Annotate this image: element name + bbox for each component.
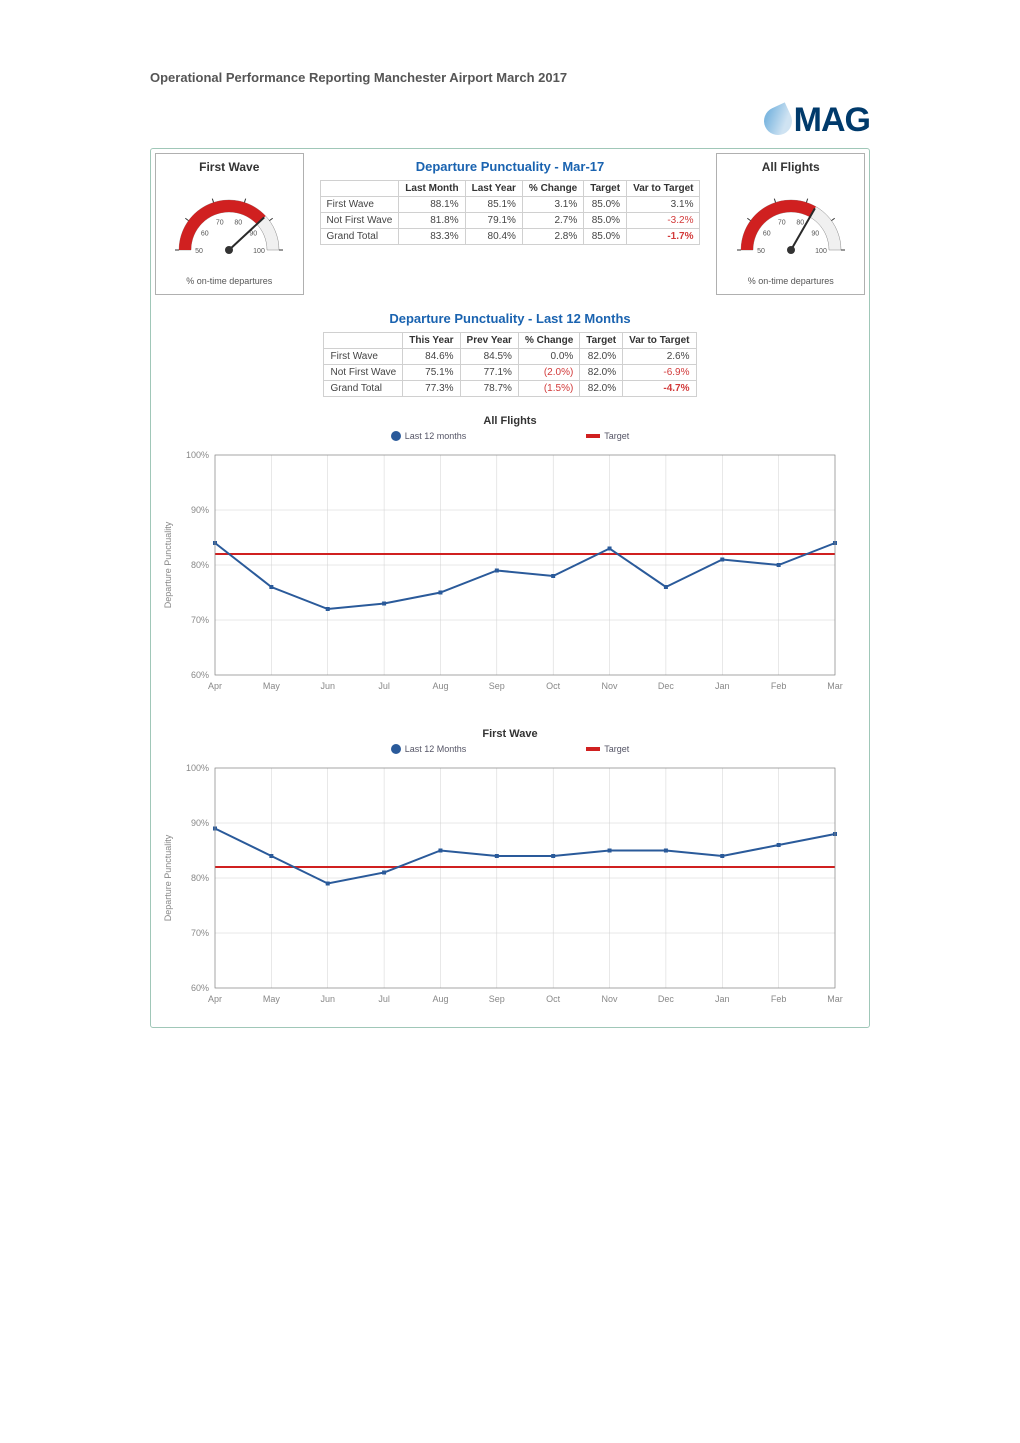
all-flights-chart-title: All Flights (155, 415, 865, 427)
svg-text:Departure Punctuality: Departure Punctuality (163, 521, 173, 608)
svg-text:Jun: Jun (320, 681, 335, 691)
table-header: % Change (518, 333, 579, 349)
svg-text:90: 90 (811, 230, 819, 237)
table-header: Target (580, 333, 623, 349)
svg-text:Jul: Jul (378, 994, 390, 1004)
table-header: Last Month (399, 181, 465, 197)
table-header: Var to Target (623, 333, 696, 349)
svg-text:90: 90 (250, 230, 258, 237)
logo-text: MAG (794, 101, 870, 140)
table-row: First Wave88.1%85.1%3.1%85.0%3.1% (320, 197, 700, 213)
svg-text:60%: 60% (191, 670, 209, 680)
svg-text:May: May (263, 994, 281, 1004)
first-wave-gauge-caption: % on-time departures (160, 276, 299, 286)
svg-text:Departure Punctuality: Departure Punctuality (163, 834, 173, 921)
last12m-table: This YearPrev Year% ChangeTargetVar to T… (323, 332, 696, 397)
table-header: Target (584, 181, 627, 197)
all-flights-chart: 60% 70% 80% 90% 100% Apr May Jun Jul Aug Sep Oct Nov… (155, 445, 855, 705)
table-header: This Year (403, 333, 460, 349)
svg-text:Feb: Feb (771, 681, 787, 691)
last12m-block: Departure Punctuality - Last 12 Months T… (155, 303, 865, 397)
first-wave-chart-title: First Wave (155, 728, 865, 740)
legend-target: Target (586, 744, 629, 754)
svg-text:90%: 90% (191, 505, 209, 515)
all-flights-gauge-panel: All Flights 50 60 70 80 90 100 % on-time depa… (716, 153, 865, 295)
table-header (324, 333, 403, 349)
table-header: Prev Year (460, 333, 518, 349)
svg-text:100%: 100% (186, 450, 209, 460)
svg-text:Dec: Dec (658, 994, 675, 1004)
table-header: Last Year (465, 181, 522, 197)
svg-text:100: 100 (815, 248, 827, 255)
svg-text:80%: 80% (191, 873, 209, 883)
svg-text:50: 50 (757, 248, 765, 255)
first-wave-gauge-panel: First Wave 50 60 70 80 90 100 % on-time depar… (155, 153, 304, 295)
legend-target: Target (586, 431, 629, 441)
svg-text:Aug: Aug (432, 994, 448, 1004)
page-title: Operational Performance Reporting Manche… (150, 70, 870, 85)
first-wave-chart-wrap: First Wave Last 12 Months Target 60% 70% 8… (155, 728, 865, 1023)
all-flights-chart-wrap: All Flights Last 12 months Target 60% 70%… (155, 415, 865, 710)
table-row: Grand Total83.3%80.4%2.8%85.0%-1.7% (320, 229, 700, 245)
table-header (320, 181, 399, 197)
svg-text:Aug: Aug (432, 681, 448, 691)
svg-text:80: 80 (796, 219, 804, 226)
legend-series: Last 12 months (391, 431, 467, 441)
first-wave-gauge-title: First Wave (160, 160, 299, 174)
svg-text:60: 60 (763, 230, 771, 237)
mar17-block: Departure Punctuality - Mar-17 Last Mont… (314, 153, 707, 295)
svg-text:Nov: Nov (602, 681, 619, 691)
svg-text:Apr: Apr (208, 994, 222, 1004)
legend-series: Last 12 Months (391, 744, 467, 754)
svg-text:Nov: Nov (602, 994, 619, 1004)
svg-text:60%: 60% (191, 983, 209, 993)
table-row: Grand Total77.3%78.7%(1.5%)82.0%-4.7% (324, 381, 696, 397)
mar17-table: Last MonthLast Year% ChangeTargetVar to … (320, 180, 701, 245)
all-flights-gauge-title: All Flights (721, 160, 860, 174)
svg-text:80%: 80% (191, 560, 209, 570)
all-flights-gauge-icon: 50 60 70 80 90 100 (726, 180, 856, 270)
table-row: Not First Wave75.1%77.1%(2.0%)82.0%-6.9% (324, 365, 696, 381)
svg-text:Sep: Sep (489, 681, 505, 691)
svg-text:Sep: Sep (489, 994, 505, 1004)
table-row: Not First Wave81.8%79.1%2.7%85.0%-3.2% (320, 213, 700, 229)
svg-text:Mar: Mar (827, 994, 843, 1004)
table-header: Var to Target (627, 181, 700, 197)
svg-text:100: 100 (253, 248, 265, 255)
logo-swirl-icon (759, 102, 796, 139)
svg-text:Dec: Dec (658, 681, 675, 691)
mar17-title: Departure Punctuality - Mar-17 (320, 159, 701, 174)
first-wave-legend: Last 12 Months Target (155, 744, 865, 754)
svg-text:Feb: Feb (771, 994, 787, 1004)
svg-text:Apr: Apr (208, 681, 222, 691)
svg-text:80: 80 (235, 219, 243, 226)
table-header: % Change (522, 181, 583, 197)
svg-text:50: 50 (195, 248, 203, 255)
svg-text:Jun: Jun (320, 994, 335, 1004)
svg-text:70: 70 (778, 219, 786, 226)
logo-row: MAG (150, 101, 870, 140)
first-wave-gauge-icon: 50 60 70 80 90 100 (164, 180, 294, 270)
svg-text:100%: 100% (186, 763, 209, 773)
svg-text:Oct: Oct (546, 994, 561, 1004)
svg-text:Oct: Oct (546, 681, 561, 691)
report-frame: First Wave 50 60 70 80 90 100 % on-time depar… (150, 148, 870, 1028)
table-row: First Wave84.6%84.5%0.0%82.0%2.6% (324, 349, 696, 365)
last12m-title: Departure Punctuality - Last 12 Months (155, 311, 865, 326)
svg-text:60: 60 (201, 230, 209, 237)
svg-text:Mar: Mar (827, 681, 843, 691)
all-flights-legend: Last 12 months Target (155, 431, 865, 441)
svg-text:Jul: Jul (378, 681, 390, 691)
svg-text:90%: 90% (191, 818, 209, 828)
svg-text:70: 70 (216, 219, 224, 226)
mag-logo: MAG (764, 101, 870, 140)
all-flights-gauge-caption: % on-time departures (721, 276, 860, 286)
first-wave-chart: 60% 70% 80% 90% 100% Apr May Jun Jul Aug Sep Oct Nov… (155, 758, 855, 1018)
svg-text:70%: 70% (191, 928, 209, 938)
svg-text:May: May (263, 681, 281, 691)
svg-text:Jan: Jan (715, 681, 730, 691)
svg-text:70%: 70% (191, 615, 209, 625)
svg-text:Jan: Jan (715, 994, 730, 1004)
